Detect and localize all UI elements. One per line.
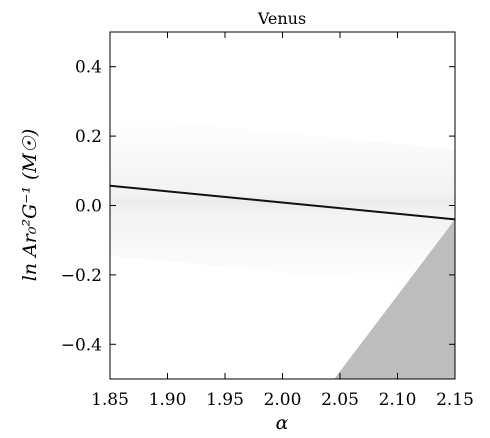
- x-tick-label: 2.15: [436, 390, 474, 410]
- x-tick-label: 2.10: [379, 390, 417, 410]
- x-tick-label: 1.90: [149, 390, 187, 410]
- ridge-line: [110, 184, 455, 221]
- chart-title: Venus: [257, 9, 306, 28]
- y-ticks: −0.4 −0.2 0.0 0.2 0.4: [61, 58, 455, 355]
- y-tick-label: 0.0: [75, 197, 102, 217]
- x-tick-label: 1.95: [206, 390, 244, 410]
- x-tick-label: 2.00: [264, 390, 302, 410]
- y-tick-label: −0.4: [61, 335, 102, 355]
- y-tick-label: −0.2: [61, 266, 102, 286]
- plot-area: [110, 32, 455, 379]
- y-tick-label: 0.4: [75, 58, 102, 78]
- x-tick-label: 1.85: [91, 390, 129, 410]
- y-axis-label: ln Ar₀²G⁻¹ (M☉): [19, 129, 41, 282]
- x-axis-label: α: [276, 412, 289, 434]
- excluded-region: [334, 219, 455, 379]
- y-tick-label: 0.2: [75, 127, 102, 147]
- x-tick-label: 2.05: [321, 390, 359, 410]
- x-ticks: 1.85 1.90 1.95 2.00 2.05 2.10 2.15: [91, 32, 474, 410]
